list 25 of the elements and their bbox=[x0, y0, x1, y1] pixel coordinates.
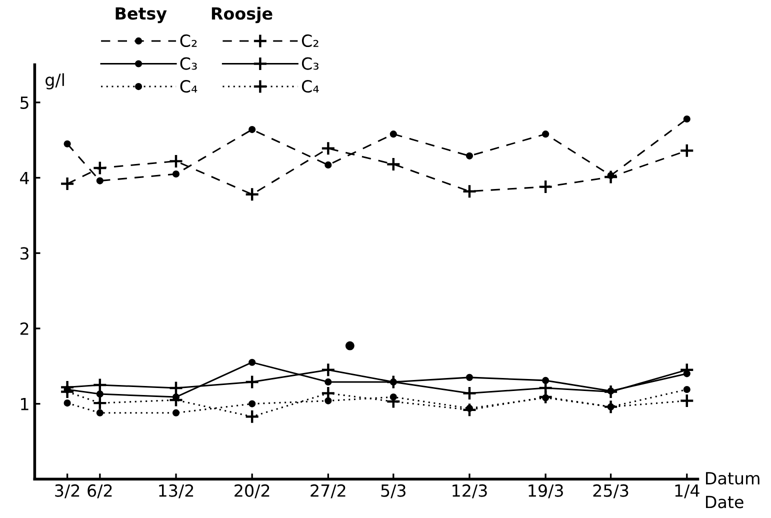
y-axis-title: g/l bbox=[46, 73, 64, 90]
x-tick-label: 1/4 bbox=[675, 484, 700, 498]
x-tick-label: 27/2 bbox=[310, 484, 346, 498]
x-axis-title: Datum Date bbox=[706, 472, 760, 508]
legend-label: C₂ bbox=[302, 34, 318, 48]
x-tick-label: 6/2 bbox=[88, 484, 112, 498]
legend-label: C₄ bbox=[302, 80, 319, 93]
x-tick-label: 12/3 bbox=[452, 484, 487, 498]
x-tick-label: 25/3 bbox=[593, 484, 628, 498]
legend-label: C₄ bbox=[180, 80, 198, 93]
legend-label: C₃ bbox=[180, 57, 197, 70]
y-tick-label: 2 bbox=[20, 322, 28, 335]
x-tick-label: 13/2 bbox=[159, 484, 194, 498]
y-tick-label: 5 bbox=[20, 96, 28, 109]
legend-label: C₂ bbox=[180, 34, 197, 48]
x-tick-label: 19/3 bbox=[528, 484, 563, 498]
text: Roosje bbox=[212, 6, 272, 24]
x-tick-label: 20/2 bbox=[234, 484, 270, 498]
x-tick-label: 3/2 bbox=[55, 484, 80, 498]
legend-label: C₃ bbox=[302, 57, 318, 70]
text: Betsy bbox=[116, 7, 167, 24]
x-tick-label: 5/3 bbox=[381, 484, 406, 498]
y-tick-label: 1 bbox=[21, 398, 28, 410]
y-tick-label: 3 bbox=[20, 247, 28, 260]
y-tick-label: 4 bbox=[20, 172, 29, 184]
